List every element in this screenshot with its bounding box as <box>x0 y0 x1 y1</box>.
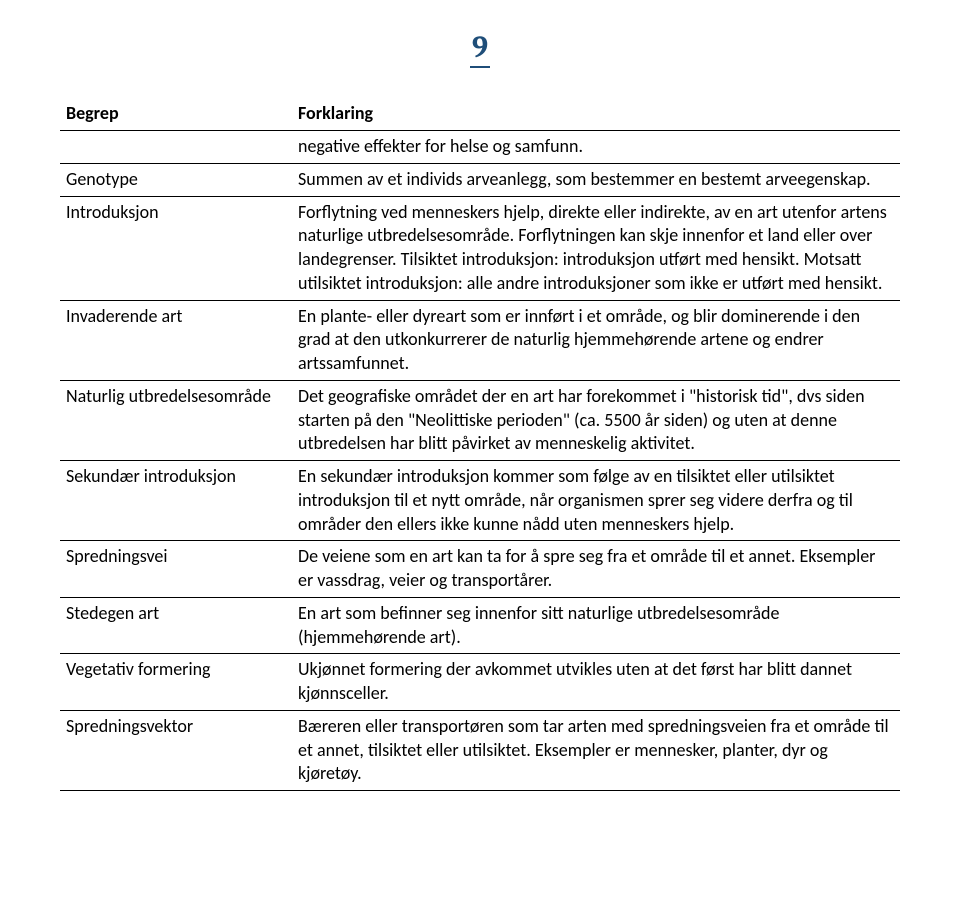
document-page: 9 Begrep Forklaring negative effekter fo… <box>0 0 960 831</box>
cell-term: Stedegen art <box>60 597 292 654</box>
cell-definition: En sekundær introduksjon kommer som følg… <box>292 461 900 541</box>
table-row: Introduksjon Forflytning ved menneskers … <box>60 196 900 300</box>
table-row: Naturlig utbredelsesområde Det geografis… <box>60 380 900 460</box>
header-term: Begrep <box>60 96 292 131</box>
page-number: 9 <box>60 30 900 68</box>
cell-term: Invaderende art <box>60 300 292 380</box>
cell-definition: Det geografiske området der en art har f… <box>292 380 900 460</box>
cell-term: Vegetativ formering <box>60 654 292 711</box>
header-definition: Forklaring <box>292 96 900 131</box>
cell-term <box>60 131 292 164</box>
cell-definition: negative effekter for helse og samfunn. <box>292 131 900 164</box>
cell-term: Naturlig utbredelsesområde <box>60 380 292 460</box>
cell-definition: Summen av et individs arveanlegg, som be… <box>292 163 900 196</box>
table-row: Spredningsvektor Bæreren eller transport… <box>60 710 900 790</box>
table-row: Stedegen art En art som befinner seg inn… <box>60 597 900 654</box>
table-row: Vegetativ formering Ukjønnet formering d… <box>60 654 900 711</box>
table-row: negative effekter for helse og samfunn. <box>60 131 900 164</box>
cell-definition: En plante- eller dyreart som er innført … <box>292 300 900 380</box>
table-row: Genotype Summen av et individs arveanleg… <box>60 163 900 196</box>
cell-definition: Ukjønnet formering der avkommet utvikles… <box>292 654 900 711</box>
cell-term: Introduksjon <box>60 196 292 300</box>
glossary-table: Begrep Forklaring negative effekter for … <box>60 96 900 791</box>
table-row: Sekundær introduksjon En sekundær introd… <box>60 461 900 541</box>
cell-definition: Forflytning ved menneskers hjelp, direkt… <box>292 196 900 300</box>
table-row: Spredningsvei De veiene som en art kan t… <box>60 541 900 598</box>
cell-definition: De veiene som en art kan ta for å spre s… <box>292 541 900 598</box>
table-body: negative effekter for helse og samfunn. … <box>60 131 900 791</box>
cell-term: Genotype <box>60 163 292 196</box>
page-number-value: 9 <box>470 30 490 68</box>
cell-term: Spredningsvektor <box>60 710 292 790</box>
cell-term: Sekundær introduksjon <box>60 461 292 541</box>
cell-term: Spredningsvei <box>60 541 292 598</box>
cell-definition: Bæreren eller transportøren som tar arte… <box>292 710 900 790</box>
cell-definition: En art som befinner seg innenfor sitt na… <box>292 597 900 654</box>
table-row: Invaderende art En plante- eller dyreart… <box>60 300 900 380</box>
table-header-row: Begrep Forklaring <box>60 96 900 131</box>
